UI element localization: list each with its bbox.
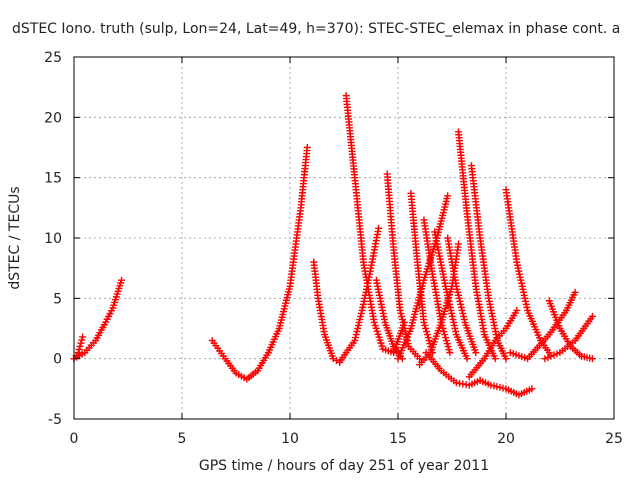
data-point [454,240,462,248]
data-track [336,224,383,366]
x-tick-label: 15 [389,431,407,447]
data-track [208,144,311,383]
x-tick-label: 5 [178,431,187,447]
data-track [70,276,126,363]
data-point [444,192,452,200]
data-point [77,339,85,347]
data-track [342,92,408,357]
data-point [502,355,510,363]
data-track [502,186,553,357]
data-point [513,306,521,314]
data-track [545,297,596,363]
data-track [506,288,579,363]
data-point [416,355,424,363]
x-axis: 0 5 10 15 20 25 [70,57,623,447]
data-point [118,276,126,284]
y-tick-label: 0 [53,352,62,368]
data-point [588,355,596,363]
data-point [571,288,579,296]
y-tick-label: 20 [44,110,62,126]
data-point [472,349,480,357]
data-point [78,336,86,344]
data-track [383,170,424,363]
data-track [444,234,480,357]
y-tick-label: 5 [53,291,62,307]
y-axis: -5 0 5 10 15 20 25 [44,50,614,428]
data-track [541,312,596,363]
data-track [422,349,484,389]
data-point [75,345,83,353]
data-track [310,258,344,366]
data-point [79,333,87,341]
data-track [476,376,536,399]
data-track [467,162,510,363]
x-tick-label: 25 [605,431,623,447]
data-track [431,228,471,363]
y-tick-label: 10 [44,231,62,247]
data-point [446,349,454,357]
x-tick-label: 0 [70,431,79,447]
data-track [70,333,87,363]
x-axis-label: GPS time / hours of day 251 of year 2011 [199,458,489,474]
data-points [70,92,596,399]
data-track [454,128,499,363]
y-tick-label: 25 [44,50,62,66]
y-axis-label: dSTEC / TECUs [7,186,23,289]
data-point [303,144,311,151]
chart-title: dSTEC Iono. truth (sulp, Lon=24, Lat=49,… [12,21,620,37]
data-point [375,224,383,232]
data-point [545,349,553,357]
data-track [465,306,521,381]
x-tick-label: 20 [497,431,515,447]
data-point [491,355,499,363]
y-tick-label: 15 [44,171,62,187]
data-point [528,385,536,393]
data-track [394,192,452,363]
data-point [588,312,596,320]
x-tick-label: 10 [281,431,299,447]
grid [74,57,614,419]
data-point [463,355,471,363]
data-point [76,342,84,350]
y-tick-label: -5 [48,412,62,428]
